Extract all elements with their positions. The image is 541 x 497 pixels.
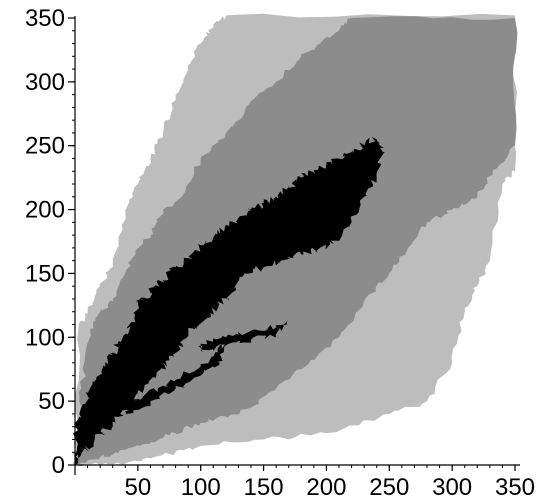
x-tick-label: 100: [181, 474, 221, 497]
y-tick-label: 100: [25, 324, 65, 351]
x-tick-label: 250: [369, 474, 409, 497]
region-3: [197, 320, 288, 353]
axes: 0 50 100 150 200 250 300 350 50 100 150 200 250 300 35…: [25, 5, 535, 497]
x-tick-label: 350: [495, 474, 535, 497]
x-tick-label: 50: [125, 474, 152, 497]
y-tick-label: 200: [25, 197, 65, 224]
y-tick-label: 0: [52, 452, 65, 479]
x-tick-label: 150: [244, 474, 284, 497]
y-tick-label: 150: [25, 260, 65, 287]
fractal-regions: [72, 13, 518, 467]
region-2: [73, 137, 385, 465]
y-tick-label: 300: [25, 69, 65, 96]
region-4: [123, 343, 228, 415]
x-tick-label: 300: [432, 474, 472, 497]
y-tick-label: 50: [38, 388, 65, 415]
y-tick-label: 350: [25, 5, 65, 32]
x-tick-label: 200: [306, 474, 346, 497]
y-tick-label: 250: [25, 133, 65, 160]
